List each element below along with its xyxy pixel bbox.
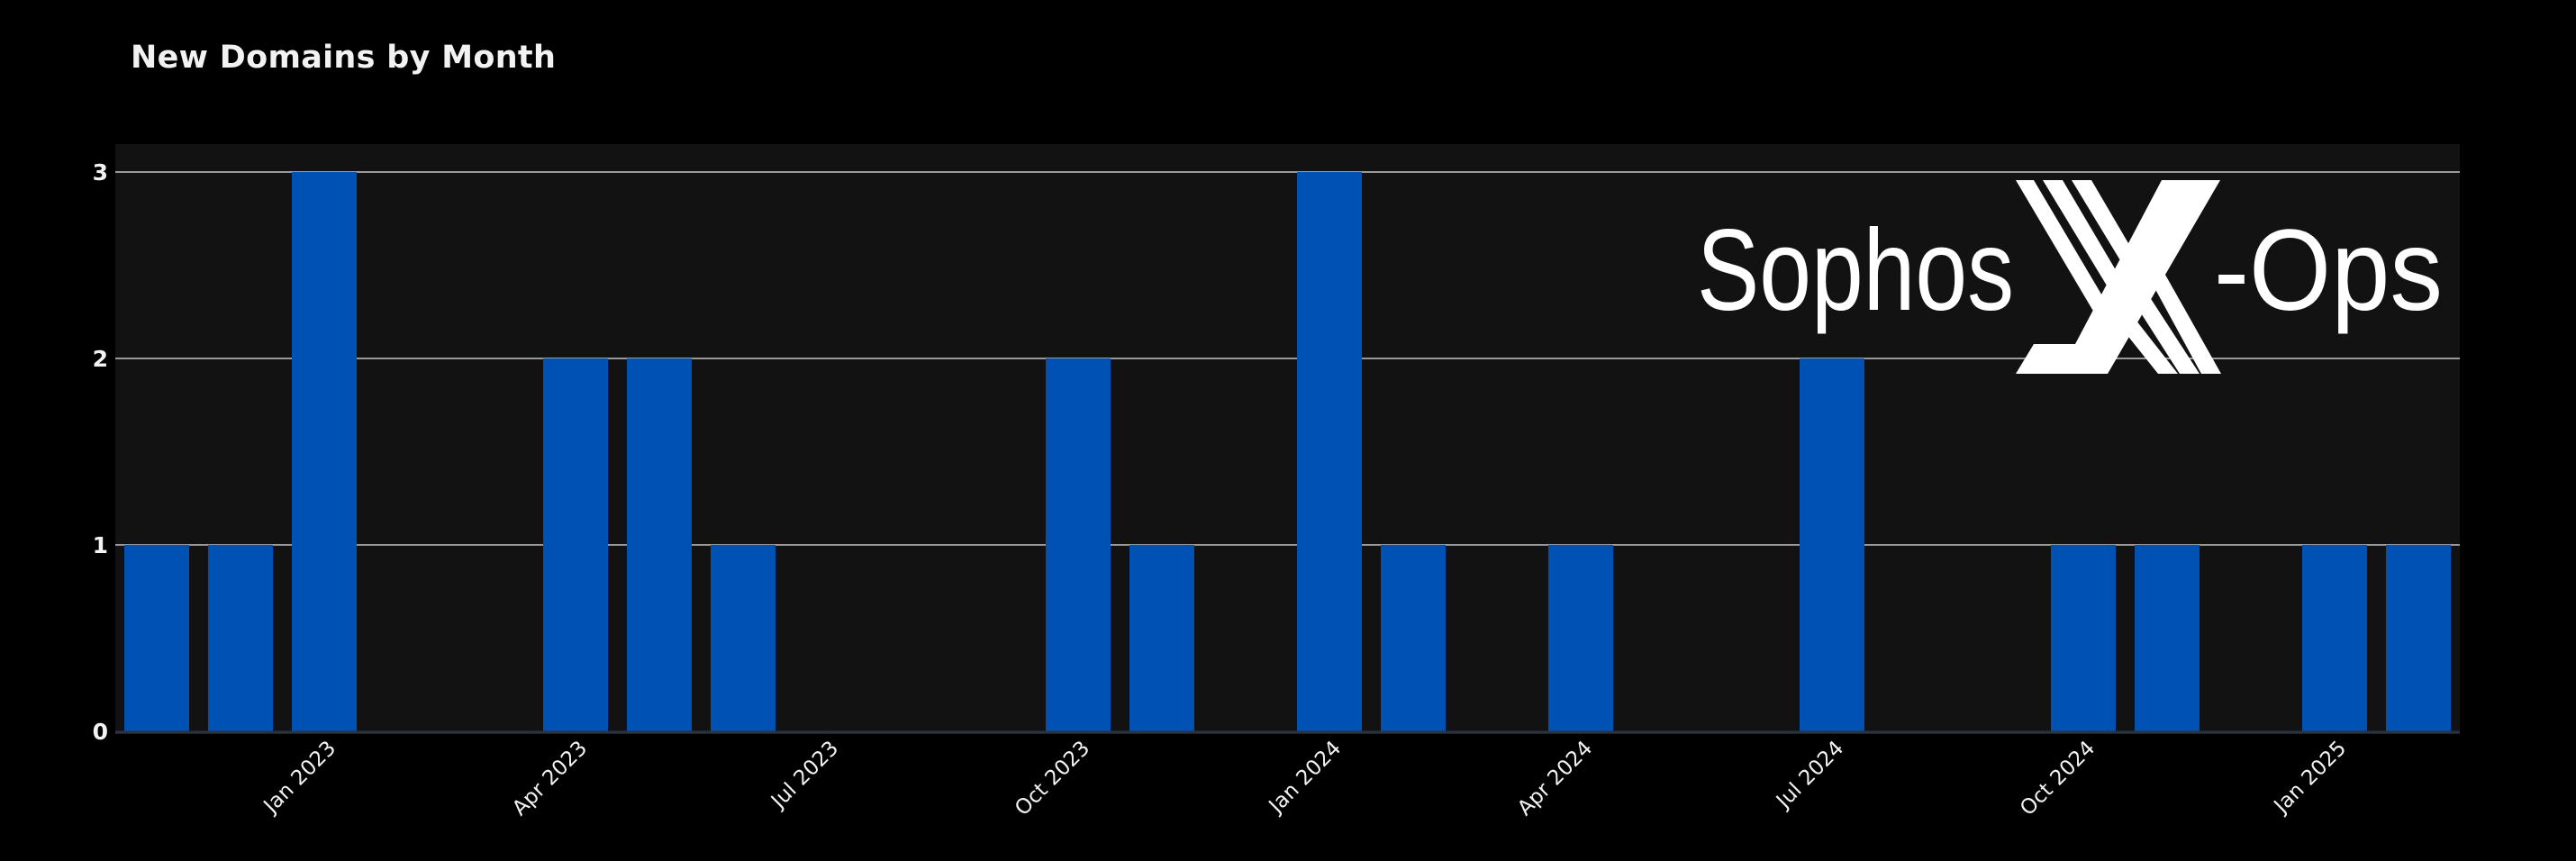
x-tick-label: Oct 2024 (2016, 737, 2100, 820)
bar-jan-2025 (2302, 545, 2367, 731)
bar-oct-2023 (1046, 358, 1111, 731)
bar-nov-2023 (1129, 545, 1194, 731)
x-tick-label: Jul 2023 (766, 737, 843, 814)
bars (124, 172, 2451, 732)
bar-jan-2023 (292, 172, 357, 732)
bar-dec-2022 (208, 545, 273, 731)
x-tick-label: Apr 2024 (1513, 737, 1597, 820)
logo-x-mark-icon (2016, 180, 2221, 374)
bar-feb-2024 (1381, 545, 1446, 731)
x-tick-label: Jan 2024 (1264, 737, 1346, 819)
y-tick-label: 3 (93, 159, 108, 186)
y-tick-label: 1 (93, 532, 108, 558)
bar-may-2023 (627, 358, 692, 731)
bar-apr-2023 (543, 358, 608, 731)
chart-title: New Domains by Month (131, 40, 557, 76)
bar-jul-2024 (1800, 358, 1864, 731)
bar-oct-2024 (2051, 545, 2116, 731)
x-tick-label: Jan 2023 (259, 737, 340, 819)
sophos-x-ops-logo: Sophos -Ops (1697, 180, 2443, 374)
bar-jun-2023 (711, 545, 776, 731)
x-tick-label: Apr 2023 (508, 737, 592, 820)
x-tick-label: Jan 2025 (2269, 737, 2351, 819)
logo-text-sophos: Sophos (1697, 206, 2014, 335)
y-tick-label: 0 (93, 719, 108, 745)
y-tick-label: 2 (93, 346, 108, 372)
x-axis-ticks: Jan 2023 Apr 2023 Jul 2023 Oct 2023 Jan 2024… (259, 737, 2351, 820)
bar-feb-2025 (2386, 545, 2451, 731)
bar-apr-2024 (1548, 545, 1613, 731)
x-tick-label: Jul 2024 (1771, 737, 1848, 814)
x-tick-label: Oct 2023 (1011, 737, 1094, 820)
logo-text-ops: -Ops (2214, 206, 2443, 335)
bar-jan-2024 (1297, 172, 1362, 732)
bar-nov-2024 (2135, 545, 2200, 731)
bar-nov-2022 (124, 545, 189, 731)
y-axis-ticks: 0 1 2 3 (93, 159, 108, 745)
